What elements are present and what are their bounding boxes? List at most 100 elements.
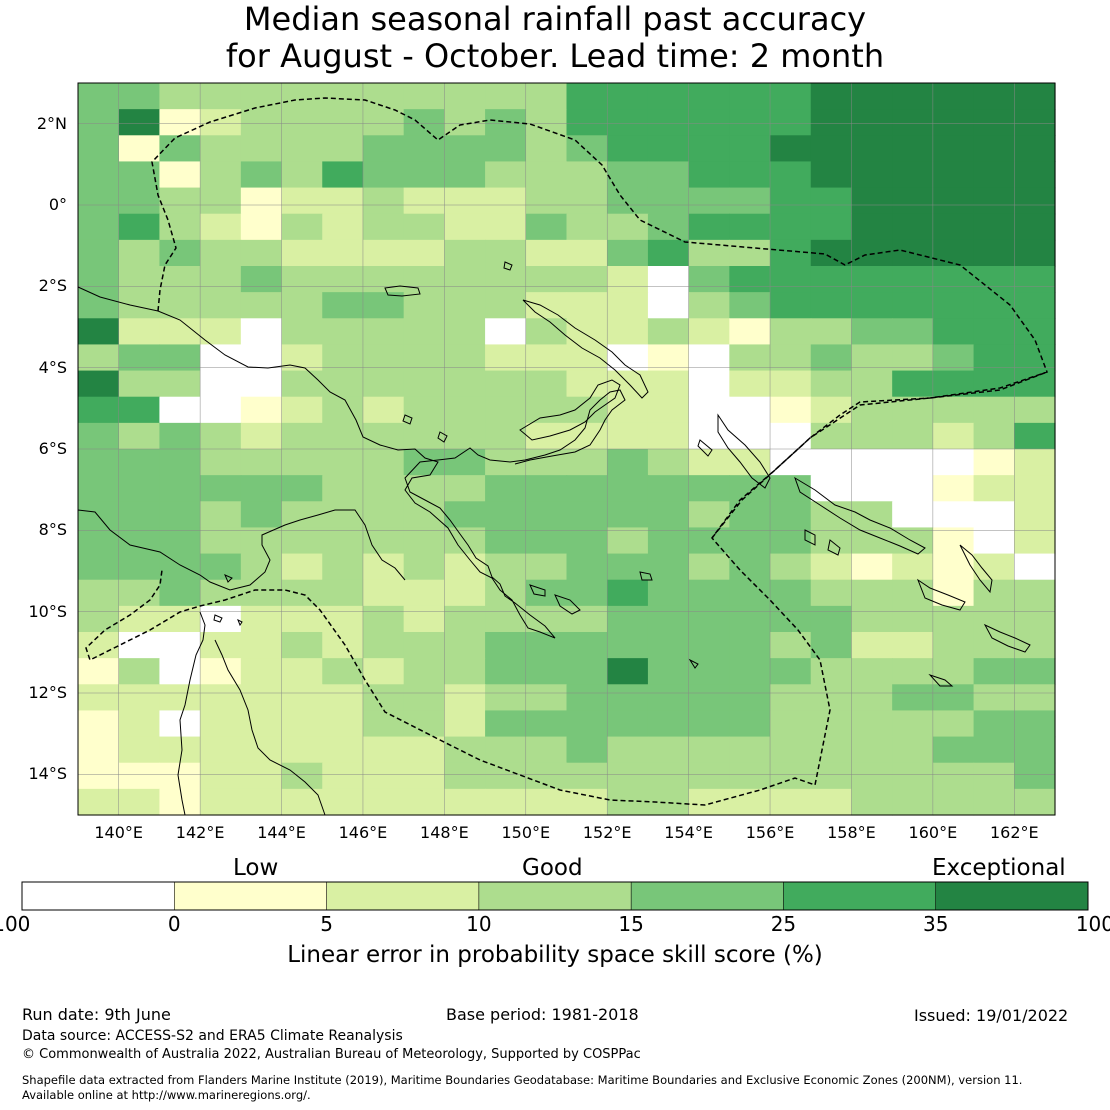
skill-cell <box>810 344 853 372</box>
skill-cell <box>444 762 486 790</box>
skill-cell <box>647 187 690 215</box>
skill-cell <box>525 710 568 738</box>
skill-cell <box>688 344 730 372</box>
colorbar-bin <box>326 882 480 910</box>
skill-cell <box>403 292 445 319</box>
skill-cell <box>729 292 771 319</box>
skill-cell <box>525 788 568 816</box>
colorbar-tick-label: 35 <box>922 912 949 936</box>
legend-category-low: Low <box>233 855 279 881</box>
skill-cell <box>444 449 486 476</box>
skill-cell <box>159 422 201 450</box>
skill-cell <box>444 475 486 502</box>
skill-cell <box>647 501 690 529</box>
skill-cell <box>607 527 649 555</box>
skill-cell <box>810 161 853 189</box>
skill-cell <box>810 396 853 424</box>
skill-cell <box>159 605 201 633</box>
skill-cell <box>688 266 730 293</box>
skill-cell <box>240 658 283 685</box>
skill-cell <box>932 449 975 476</box>
skill-cell <box>444 422 486 450</box>
skill-cell <box>810 213 853 241</box>
skill-cell <box>78 762 120 790</box>
skill-cell <box>1014 736 1056 764</box>
skill-cell <box>403 762 445 790</box>
skill-cell <box>607 475 649 502</box>
skill-cell <box>688 422 730 450</box>
skill-cell <box>78 579 120 607</box>
skill-cell <box>607 632 649 659</box>
skill-cell <box>851 658 893 685</box>
skill-cell <box>362 501 405 529</box>
skill-score-grid <box>78 83 1056 816</box>
skill-cell <box>932 213 975 241</box>
skill-cell <box>1014 788 1056 816</box>
skill-cell <box>118 684 161 712</box>
eez-boundaries <box>85 97 1048 806</box>
guadalcanal-coastline <box>916 578 966 611</box>
skill-cell <box>729 344 771 372</box>
skill-cell <box>525 449 568 476</box>
skill-cell <box>403 318 445 346</box>
skill-cell <box>322 762 364 790</box>
skill-cell <box>444 579 486 607</box>
skill-cell <box>118 396 161 424</box>
skill-cell <box>566 239 608 267</box>
skill-cell <box>566 213 608 241</box>
colorbar-bin <box>783 882 937 910</box>
skill-cell <box>403 579 445 607</box>
skill-cell <box>1014 475 1056 502</box>
skill-cell <box>444 658 486 685</box>
skill-cell <box>362 83 405 110</box>
skill-cell <box>851 109 893 136</box>
skill-cell <box>1014 292 1056 319</box>
skill-cell <box>851 605 893 633</box>
skill-cell <box>444 553 486 581</box>
skill-cell <box>403 239 445 267</box>
skill-cell <box>851 83 893 110</box>
skill-cell <box>200 187 242 215</box>
colorbar-frame <box>21 881 1089 911</box>
skill-cell <box>200 736 242 764</box>
skill-cell <box>932 109 975 136</box>
skill-cell <box>810 579 853 607</box>
skill-cell <box>892 579 934 607</box>
skill-cell <box>159 396 201 424</box>
skill-cell <box>851 762 893 790</box>
skill-cell <box>932 187 975 215</box>
skill-cell <box>240 292 283 319</box>
skill-cell <box>78 710 120 738</box>
longitude-label: 144°E <box>257 823 306 842</box>
skill-cell <box>159 501 201 529</box>
skill-cell <box>322 370 364 398</box>
skill-cell <box>607 658 649 685</box>
skill-cell <box>1014 266 1056 293</box>
skill-cell <box>118 527 161 555</box>
colorbar-tick-label: 5 <box>320 912 333 936</box>
skill-cell <box>1014 161 1056 189</box>
longitude-label: 140°E <box>94 823 144 842</box>
skill-cell <box>362 710 405 738</box>
skill-cell <box>770 318 812 346</box>
skill-cell <box>810 736 853 764</box>
skill-cell <box>362 527 405 555</box>
skill-cell <box>892 187 934 215</box>
skill-cell <box>607 579 649 607</box>
skill-cell <box>892 422 934 450</box>
skill-cell <box>362 658 405 685</box>
skill-cell <box>444 318 486 346</box>
skill-cell <box>566 788 608 816</box>
skill-cell <box>892 318 934 346</box>
skill-cell <box>322 422 364 450</box>
skill-cell <box>607 109 649 136</box>
skill-cell <box>118 658 161 685</box>
skill-cell <box>566 135 608 163</box>
skill-cell <box>851 475 893 502</box>
skill-cell <box>892 736 934 764</box>
latitude-label: 4°S <box>38 357 67 377</box>
skill-cell <box>851 135 893 163</box>
skill-cell <box>322 239 364 267</box>
skill-cell <box>118 344 161 372</box>
